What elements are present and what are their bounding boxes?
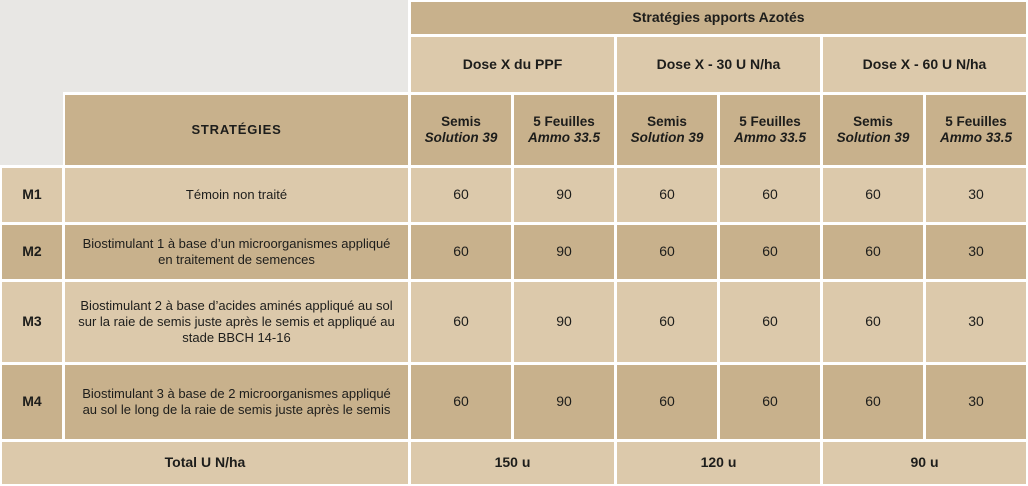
value-cell: 60 bbox=[823, 168, 923, 222]
value-cell: 60 bbox=[617, 225, 717, 279]
total-value-ppf: 150 u bbox=[411, 442, 614, 484]
subheader-product: Ammo 33.5 bbox=[527, 130, 601, 145]
subheader-stage: 5 Feuilles bbox=[533, 113, 595, 129]
value-cell: 60 bbox=[411, 225, 511, 279]
subheader-product: Solution 39 bbox=[424, 130, 498, 145]
subheader-product: Solution 39 bbox=[630, 130, 704, 145]
row-description-m1: Témoin non traité bbox=[65, 168, 408, 222]
table-title: Stratégies apports Azotés bbox=[411, 2, 1026, 34]
row-description-m3: Biostimulant 2 à base d’acides aminés ap… bbox=[65, 282, 408, 362]
value-cell: 60 bbox=[411, 282, 511, 362]
subheader-semis-3: Semis Solution 39 bbox=[823, 95, 923, 165]
subheader-stage: Semis bbox=[853, 113, 893, 129]
value-cell: 60 bbox=[411, 168, 511, 222]
subheader-product: Solution 39 bbox=[836, 130, 910, 145]
row-code-m3: M3 bbox=[2, 282, 62, 362]
dose-group-header-minus60: Dose X - 60 U N/ha bbox=[823, 37, 1026, 92]
value-cell: 30 bbox=[926, 365, 1026, 439]
value-cell: 90 bbox=[514, 168, 614, 222]
value-cell: 60 bbox=[823, 282, 923, 362]
subheader-5feuilles-3: 5 Feuilles Ammo 33.5 bbox=[926, 95, 1026, 165]
row-code-m4: M4 bbox=[2, 365, 62, 439]
row-code-m2: M2 bbox=[2, 225, 62, 279]
subheader-stage: Semis bbox=[441, 113, 481, 129]
value-cell: 90 bbox=[514, 365, 614, 439]
subheader-product: Ammo 33.5 bbox=[733, 130, 807, 145]
value-cell: 30 bbox=[926, 168, 1026, 222]
dose-group-header-minus30: Dose X - 30 U N/ha bbox=[617, 37, 820, 92]
total-value-minus30: 120 u bbox=[617, 442, 820, 484]
row-description-m2: Biostimulant 1 à base d’un microorganism… bbox=[65, 225, 408, 279]
subheader-5feuilles-1: 5 Feuilles Ammo 33.5 bbox=[514, 95, 614, 165]
value-cell: 90 bbox=[514, 282, 614, 362]
value-cell: 60 bbox=[720, 168, 820, 222]
top-left-gray-area bbox=[0, 0, 408, 92]
dose-group-header-ppf: Dose X du PPF bbox=[411, 37, 614, 92]
value-cell: 60 bbox=[411, 365, 511, 439]
value-cell: 60 bbox=[617, 282, 717, 362]
subheader-semis-2: Semis Solution 39 bbox=[617, 95, 717, 165]
value-cell: 30 bbox=[926, 225, 1026, 279]
value-cell: 60 bbox=[617, 365, 717, 439]
subheader-semis-1: Semis Solution 39 bbox=[411, 95, 511, 165]
value-cell: 60 bbox=[823, 225, 923, 279]
value-cell: 60 bbox=[617, 168, 717, 222]
subheader-stage: 5 Feuilles bbox=[739, 113, 801, 129]
value-cell: 60 bbox=[720, 365, 820, 439]
value-cell: 60 bbox=[823, 365, 923, 439]
subheader-5feuilles-2: 5 Feuilles Ammo 33.5 bbox=[720, 95, 820, 165]
total-row-label: Total U N/ha bbox=[2, 442, 408, 484]
total-value-minus60: 90 u bbox=[823, 442, 1026, 484]
left-gray-column bbox=[0, 0, 63, 165]
row-description-m4: Biostimulant 3 à base de 2 microorganism… bbox=[65, 365, 408, 439]
row-code-m1: M1 bbox=[2, 168, 62, 222]
value-cell: 30 bbox=[926, 282, 1026, 362]
value-cell: 60 bbox=[720, 282, 820, 362]
value-cell: 60 bbox=[720, 225, 820, 279]
strategies-column-header: STRATÉGIES bbox=[65, 95, 408, 165]
subheader-stage: 5 Feuilles bbox=[945, 113, 1007, 129]
subheader-stage: Semis bbox=[647, 113, 687, 129]
subheader-product: Ammo 33.5 bbox=[939, 130, 1013, 145]
value-cell: 90 bbox=[514, 225, 614, 279]
